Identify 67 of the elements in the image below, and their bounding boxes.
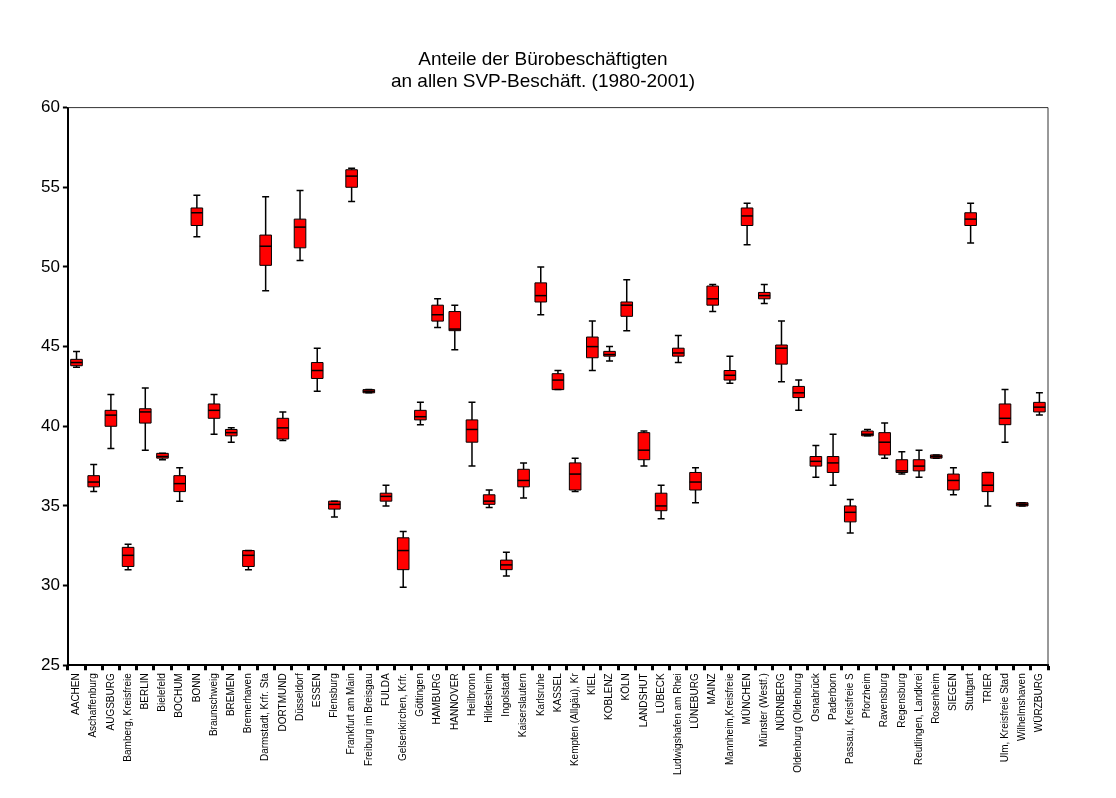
x-tick-label: TRIER (981, 673, 993, 704)
x-tick-label: Flensburg (328, 673, 340, 718)
y-tick-label: 45 (40, 336, 60, 356)
y-tick-label: 60 (40, 97, 60, 117)
x-tick-label: Münster (Westf.) (758, 673, 770, 747)
x-tick-label: BOCHUM (173, 673, 185, 718)
x-tick-label: Heilbronn (465, 673, 477, 717)
x-tick-label: Kempten (Allgäu), Kr (568, 672, 580, 767)
x-tick-label: Mannheim,Kreisfreie (723, 672, 735, 765)
x-tick-label: Kaiserslautern (517, 673, 529, 738)
x-tick-label: MAINZ (706, 673, 718, 705)
x-tick-label: FULDA (379, 672, 391, 707)
x-tick-label: Regensburg (895, 673, 907, 728)
x-tick-label: MÜNCHEN (740, 673, 752, 725)
x-tick-label: Rosenheim (929, 673, 941, 724)
x-tick-label: WÜRZBURG (1033, 673, 1045, 733)
x-tick-label: ESSEN (310, 673, 322, 708)
y-tick-label: 25 (40, 654, 60, 674)
x-tick-label: HAMBURG (431, 673, 443, 725)
text: Anteile der Bürobeschäftigten (418, 47, 668, 69)
x-tick-label: Freiburg im Breisgau (362, 673, 374, 767)
x-tick-label: Ravensburg (878, 673, 890, 728)
x-tick-label: AUGSBURG (104, 673, 116, 731)
x-tick-label: LÜNEBURG (689, 673, 701, 729)
x-tick-label: Wilhelmshaven (1015, 673, 1027, 742)
text: an allen SVP-Beschäft. (1980-2001) (390, 70, 696, 92)
x-tick-label: Pforzheim (861, 673, 873, 719)
y-tick-label: 30 (40, 575, 60, 595)
x-tick-label: KASSEL (551, 672, 563, 713)
x-tick-label: Ulm, Kreisfreie Stad (998, 673, 1010, 763)
x-tick-label: Osnabrück (809, 672, 821, 722)
x-tick-label: BONN (190, 673, 202, 703)
x-tick-label: NÜRNBERG (775, 673, 787, 731)
x-tick-label: SIEGEN (947, 673, 959, 712)
x-tick-label: KOBLENZ (603, 673, 615, 720)
x-tick-label: Düsseldorf (293, 673, 305, 722)
x-tick-label: Göttingen (414, 673, 426, 717)
x-tick-label: Passau, Kreisfreie S (844, 672, 856, 764)
x-tick-label: Bielefeld (156, 673, 168, 712)
x-tick-label: DORTMUND (276, 673, 288, 732)
x-tick-label: KÖLN (620, 673, 632, 701)
x-tick-label: Karlsruhe (534, 672, 546, 717)
x-tick-label: Frankfurt am Main (345, 673, 357, 755)
x-tick-label: Stuttgart (964, 673, 976, 712)
x-tick-label: Ludwigshafen am Rhei (672, 673, 684, 776)
x-tick-label: Paderborn (826, 673, 838, 720)
x-tick-label: HANNOVER (448, 673, 460, 730)
x-tick-label: KIEL (586, 672, 598, 695)
x-tick-label: AACHEN (70, 673, 82, 715)
y-tick-label: 55 (40, 176, 60, 196)
y-tick-label: 40 (40, 415, 60, 435)
x-tick-label: Braunschweig (207, 673, 219, 737)
x-tick-label: LANDSHUT (637, 673, 649, 728)
x-tick-label: Hildesheim (482, 673, 494, 723)
y-tick-label: 35 (40, 495, 60, 515)
x-tick-label: Oldenburg (Oldenburg (792, 673, 804, 773)
x-tick-label: Aschaffenburg (87, 673, 99, 738)
x-tick-label: LÜBECK (654, 672, 666, 714)
x-tick-label: Gelsenkirchen, Krfr. (396, 673, 408, 762)
x-tick-label: BERLIN (139, 673, 151, 710)
x-tick-label: Darmstadt, Krfr. Sta (259, 672, 271, 762)
y-tick-label: 50 (40, 256, 60, 276)
x-tick-label: Bremerhaven (242, 673, 254, 734)
x-tick-label: Bamberg, Kreisfreie (121, 672, 133, 762)
x-tick-label: Reutlingen, Landkrei (912, 673, 924, 766)
x-tick-label: Ingolstadt (500, 673, 512, 717)
x-tick-label: BREMEN (225, 673, 237, 717)
